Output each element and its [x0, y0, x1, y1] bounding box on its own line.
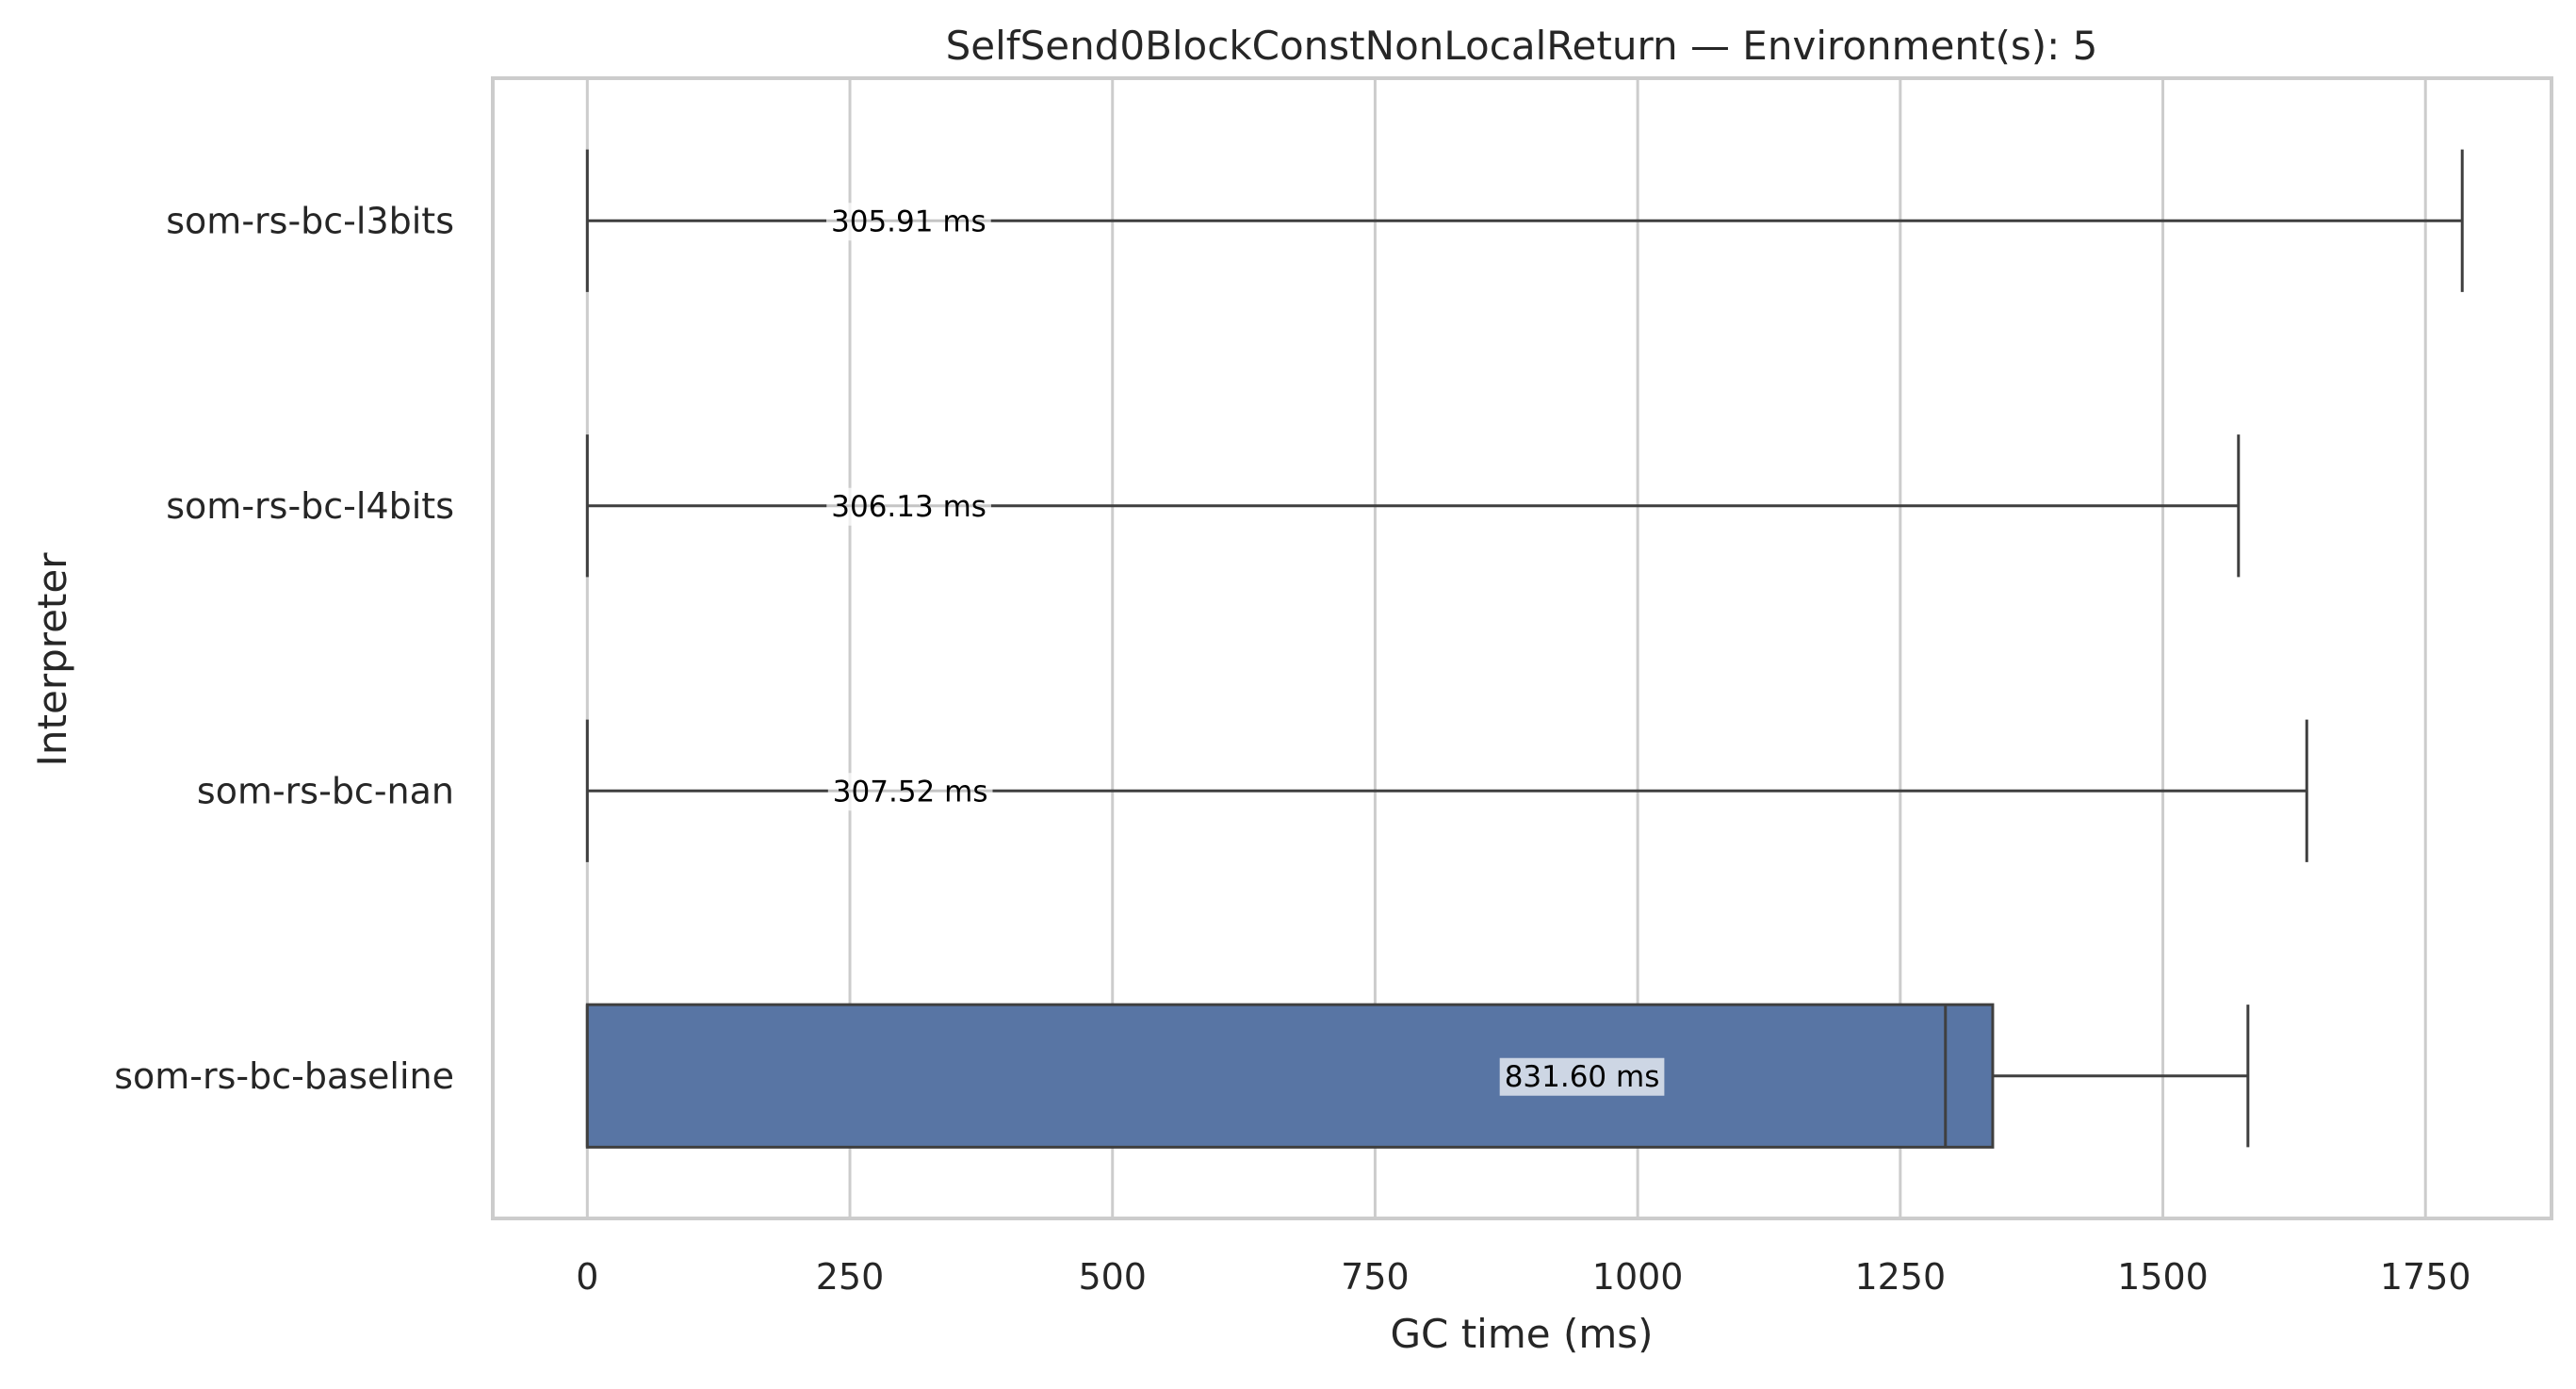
x-tick-label: 1750 [2380, 1256, 2471, 1298]
x-tick-label: 1250 [1854, 1256, 1946, 1298]
x-tick-label: 1500 [2117, 1256, 2209, 1298]
box [585, 1003, 1995, 1149]
x-tick-labels: 0 250 500 750 1000 1250 1500 1750 [576, 1256, 2470, 1298]
mean-label-background [826, 487, 991, 526]
y-tick-label: som-rs-bc-nan [197, 770, 454, 811]
x-axis-label: GC time (ms) [1390, 1311, 1653, 1357]
mean-value-label: 306.13 ms [831, 490, 986, 524]
y-tick-label: som-rs-bc-l4bits [166, 485, 454, 527]
mean-label-background [827, 773, 993, 811]
y-axis-label: Interpreter [29, 552, 75, 767]
x-tick-label: 750 [1341, 1256, 1410, 1298]
x-tick-label: 500 [1078, 1256, 1147, 1298]
x-tick-label: 0 [576, 1256, 598, 1298]
y-tick-label: som-rs-bc-l3bits [166, 200, 454, 241]
mean-value-label: 305.91 ms [831, 204, 986, 238]
mean-value-label: 307.52 ms [833, 775, 988, 809]
mean-label-background [1499, 1057, 1665, 1096]
y-tick-labels: som-rs-bc-l3bits som-rs-bc-l4bits som-rs-b… [114, 200, 454, 1097]
mean-labels: 305.91 ms 306.13 ms 307.52 ms 831.60 ms [826, 203, 1665, 1096]
y-tick-label: som-rs-bc-baseline [114, 1055, 454, 1097]
chart-title: SelfSend0BlockConstNonLocalReturn — Envi… [946, 23, 2098, 69]
mean-value-label: 831.60 ms [1505, 1060, 1660, 1094]
x-tick-label: 250 [816, 1256, 885, 1298]
mean-label-background [826, 203, 991, 241]
x-tick-label: 1000 [1592, 1256, 1684, 1298]
